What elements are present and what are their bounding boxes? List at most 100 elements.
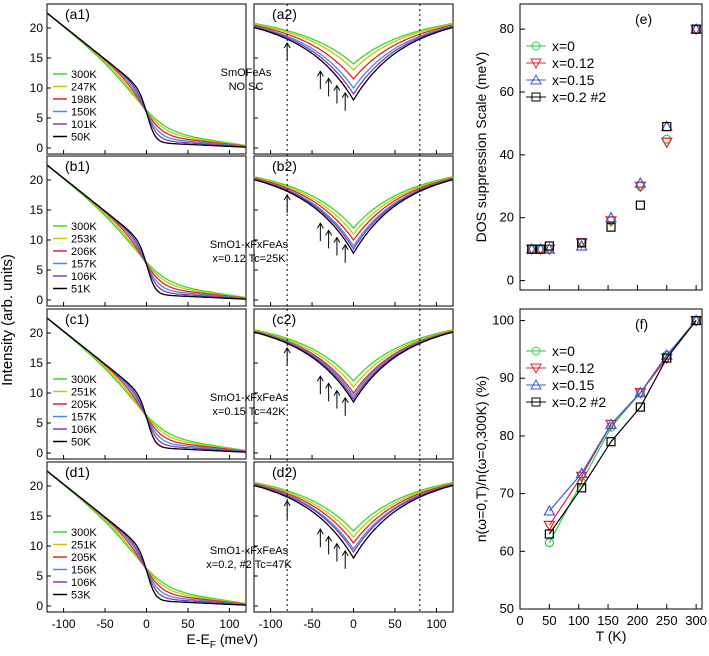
- y-tick-label: 90: [500, 370, 514, 385]
- legend-label: x=0.2 #2: [552, 89, 606, 105]
- y-tick-label: 20: [30, 173, 44, 187]
- arrow-head: [341, 91, 349, 99]
- legend-marker: [530, 363, 542, 375]
- y-tick-label: 20: [500, 210, 514, 225]
- panel-label: (a1): [65, 6, 90, 22]
- legend-label: x=0.12: [552, 360, 595, 376]
- data-point: [662, 353, 672, 363]
- panel-label: (e): [635, 11, 652, 27]
- x-tick-label: 100: [219, 617, 239, 631]
- x-tick-label: 50: [181, 617, 195, 631]
- plot-frame: [519, 308, 703, 610]
- x-tick-label: 300: [685, 613, 707, 628]
- y-tick-label: 10: [30, 539, 44, 553]
- spectrum-line: [46, 317, 247, 453]
- sample-label: SmO1-xFxFeAs: [210, 545, 289, 557]
- data-point: [544, 529, 554, 539]
- legend-label: x=0.15: [552, 72, 595, 88]
- spectrum-line: [253, 483, 454, 545]
- y-tick-label: 0: [36, 141, 43, 155]
- spectrum-line: [253, 23, 454, 71]
- legend-label: 106K: [71, 424, 97, 436]
- y-tick-label: 10: [30, 386, 44, 400]
- legend-label: 300K: [71, 221, 97, 233]
- data-point: [660, 137, 673, 149]
- legend-label: 206K: [71, 246, 97, 258]
- data-point: [606, 437, 616, 447]
- legend-label: x=0: [552, 38, 575, 54]
- x-axis-title: T (K): [596, 628, 627, 644]
- legend-label: 251K: [71, 387, 97, 399]
- legend-label: 300K: [71, 527, 97, 539]
- x-tick-label: -50: [96, 617, 114, 631]
- arrow-head: [333, 236, 341, 243]
- x-tick-label: -100: [52, 617, 76, 631]
- panel-frame: [253, 308, 454, 460]
- legend-label: 50K: [71, 132, 91, 144]
- panel-a2: (a2): [253, 3, 454, 155]
- panel-label: (f): [635, 316, 648, 332]
- y-tick-label: 80: [500, 21, 514, 36]
- data-point: [662, 121, 672, 132]
- y-axis-label: Intensity (arb. units): [0, 254, 16, 386]
- legend-label: 51K: [71, 284, 91, 296]
- spectrum-line: [253, 26, 454, 96]
- x-tick-label: 250: [656, 613, 678, 628]
- y-axis-title: n(ω=0,T)/n(ω=0,300K) (%): [473, 376, 489, 543]
- y-tick-label: 10: [30, 233, 44, 247]
- legend-label: 53K: [71, 590, 91, 602]
- legend-label: 205K: [71, 552, 97, 564]
- data-point: [634, 386, 647, 398]
- y-tick-label: 5: [36, 111, 43, 125]
- sample-label: SmO1-xFxFeAs: [210, 392, 289, 404]
- panel-d1: 0 5 10 15 20 -100 -50 0 50 100 (d1) 300K251K205K156…: [30, 461, 292, 631]
- spectrum-line: [253, 24, 454, 81]
- spectrum-line: [253, 329, 454, 382]
- series-line: [548, 320, 697, 512]
- x-tick-label: 100: [426, 617, 446, 631]
- sample-label: x=0.15 Tc=42K: [212, 406, 286, 418]
- panel-e-plot: 0 20 40 60 80 (e) DOS suppression Scale (meV) x…: [473, 3, 703, 291]
- y-tick-label: 60: [500, 84, 514, 99]
- legend-label: 253K: [71, 234, 97, 246]
- y-tick-label: 5: [36, 569, 43, 583]
- x-tick-label: 0: [350, 617, 357, 631]
- plot-frame: [519, 3, 703, 291]
- x-tick-label: 200: [627, 613, 649, 628]
- y-tick-label: 50: [500, 601, 514, 616]
- panel-label: (c2): [272, 311, 296, 327]
- data-point: [606, 222, 616, 232]
- y-axis-title: DOS suppression Scale (meV): [473, 52, 489, 243]
- legend-marker: [530, 378, 542, 390]
- sample-label: x=0.12 Tc=25K: [212, 253, 286, 265]
- y-tick-label: 15: [30, 509, 44, 523]
- legend-label: 106K: [71, 577, 97, 589]
- data-point: [691, 315, 701, 326]
- legend-marker: [531, 397, 541, 407]
- panel-label: (b2): [272, 158, 297, 174]
- data-point: [604, 418, 618, 429]
- x-tick-label: 50: [388, 617, 402, 631]
- legend-label: 157K: [71, 259, 97, 271]
- sample-label: NO SC: [229, 81, 264, 93]
- x-tick-label: -100: [259, 617, 283, 631]
- y-tick-label: 20: [30, 21, 44, 35]
- data-point: [604, 211, 618, 223]
- legend-marker: [531, 92, 541, 102]
- legend-label: x=0.12: [552, 55, 595, 71]
- spectrum-line: [46, 164, 247, 300]
- legend-label: 150K: [71, 107, 97, 119]
- y-tick-label: 15: [30, 51, 44, 65]
- spectrum-line: [46, 12, 247, 148]
- panel-frame: [253, 155, 454, 307]
- arrow-head: [325, 382, 333, 389]
- arrow-head: [341, 549, 349, 557]
- arrow-head: [325, 535, 333, 542]
- legend-label: 247K: [71, 82, 97, 94]
- arrow-head: [333, 84, 341, 91]
- data-point: [543, 242, 556, 254]
- y-tick-label: 5: [36, 416, 43, 430]
